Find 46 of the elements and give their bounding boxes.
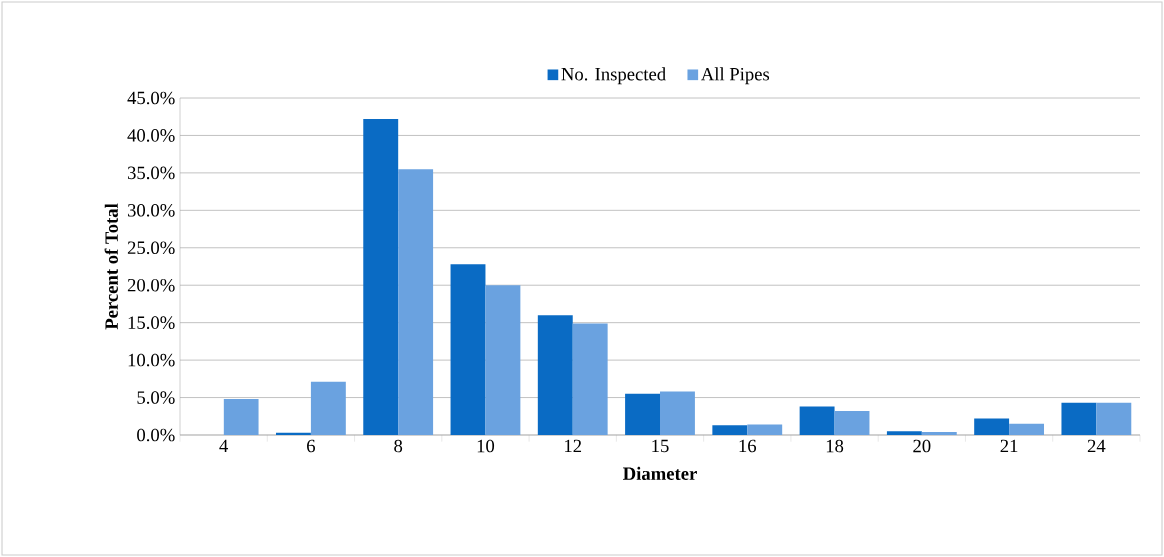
bar <box>223 399 259 435</box>
bar <box>747 424 783 435</box>
bar <box>1009 423 1045 435</box>
bar <box>886 431 922 435</box>
x-tick-label: 6 <box>307 439 316 453</box>
x-axis-title: Diameter <box>623 466 697 480</box>
y-tick-label: 10.0% <box>128 353 175 367</box>
y-tick-label: 15.0% <box>128 316 175 330</box>
bar <box>363 118 399 435</box>
y-axis-title: Percent of Total <box>104 203 118 330</box>
bar <box>625 393 661 435</box>
x-tick-label: 8 <box>394 439 403 453</box>
y-tick-label: 5.0% <box>137 391 175 404</box>
bar <box>398 169 434 435</box>
bar <box>485 285 521 435</box>
x-tick-label: 16 <box>739 439 757 453</box>
bar <box>660 391 695 435</box>
x-tick-label: 10 <box>477 439 495 453</box>
y-tick-label: 30.0% <box>127 203 175 217</box>
bar <box>712 425 748 435</box>
bar <box>1061 402 1097 435</box>
x-tick-label: 18 <box>826 439 844 453</box>
y-tick-label: 0.0% <box>137 428 175 442</box>
x-tick-label: 15 <box>652 439 669 453</box>
bar <box>537 315 573 435</box>
x-tick-label: 20 <box>913 439 931 453</box>
bar <box>1096 402 1132 435</box>
legend-label: No. Inspected <box>561 67 666 85</box>
bar <box>834 411 870 435</box>
x-tick-label: 4 <box>219 439 229 452</box>
y-tick-label: 45.0% <box>127 91 175 105</box>
bar <box>974 418 1010 435</box>
bar <box>572 323 608 435</box>
bar <box>921 432 957 435</box>
bar <box>276 432 311 435</box>
y-tick-label: 25.0% <box>127 241 175 255</box>
x-tick-label: 21 <box>1000 439 1018 453</box>
bar <box>310 381 346 435</box>
y-tick-label: 20.0% <box>127 278 175 292</box>
bar <box>450 264 486 435</box>
x-tick-label: 24 <box>1087 439 1106 453</box>
y-tick-label: 35.0% <box>127 166 175 180</box>
y-tick-label: 40.0% <box>127 129 175 142</box>
bar <box>799 406 835 435</box>
x-tick-label: 12 <box>565 439 582 453</box>
legend-label: All Pipes <box>700 67 770 85</box>
